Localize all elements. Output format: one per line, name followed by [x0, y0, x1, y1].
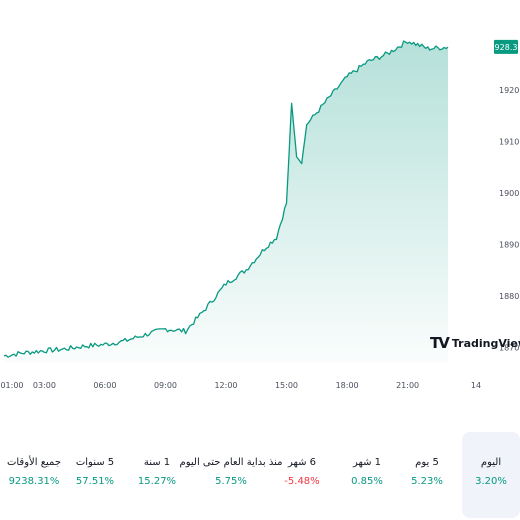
- y-tick-label: 1900.00: [499, 189, 520, 198]
- period-1-month[interactable]: 1 شهر 0.85%: [338, 432, 396, 518]
- last-price-background: [494, 39, 518, 54]
- x-tick-label: 09:00: [154, 381, 177, 390]
- period-today[interactable]: اليوم 3.20%: [462, 432, 520, 518]
- last-price-badge: 1928.34: [489, 39, 520, 54]
- period-1-year[interactable]: 1 سنة 15.27%: [128, 432, 186, 518]
- y-tick-label: 1920.00: [499, 86, 520, 95]
- period-value: -5.48%: [284, 476, 320, 487]
- x-tick-label: 15:00: [275, 381, 298, 390]
- period-value: 9238.31%: [8, 476, 60, 487]
- period-value: 0.85%: [351, 476, 383, 487]
- period-label: 5 سنوات: [75, 457, 115, 468]
- tradingview-wordmark: TradingView: [451, 336, 520, 350]
- x-tick-label: 21:00: [396, 381, 419, 390]
- performance-periods: اليوم 3.20% 5 يوم 5.23% 1 شهر 0.85% 6 شه…: [0, 432, 520, 520]
- y-axis: 1870.00 1880.00 1890.00 1900.00 1910.00 1920.…: [499, 86, 520, 353]
- tradingview-icon: TV: [430, 334, 450, 352]
- last-price-label: 1928.34: [489, 43, 520, 52]
- period-all-time[interactable]: جميع الأوقات 9238.31%: [2, 432, 66, 518]
- period-label: 5 يوم: [415, 457, 439, 468]
- period-label: منذ بداية العام حتى اليوم: [179, 457, 283, 468]
- period-value: 5.23%: [411, 476, 443, 487]
- period-label: جميع الأوقات: [6, 457, 62, 468]
- x-tick-label: 01:00: [0, 381, 23, 390]
- x-tick-label: 14: [471, 381, 481, 390]
- period-value: 15.27%: [137, 476, 177, 487]
- period-value: 5.75%: [215, 476, 247, 487]
- y-tick-label: 1880.00: [499, 292, 520, 301]
- period-5-days[interactable]: 5 يوم 5.23%: [398, 432, 456, 518]
- x-axis: 01:00 03:00 06:00 09:00 12:00 15:00 18:00 21:00…: [0, 381, 481, 390]
- period-value: 57.51%: [75, 476, 115, 487]
- period-label: اليوم: [480, 457, 502, 468]
- period-label: 6 شهر: [287, 457, 317, 468]
- x-tick-label: 12:00: [214, 381, 237, 390]
- x-tick-label: 03:00: [33, 381, 56, 390]
- period-ytd[interactable]: منذ بداية العام حتى اليوم 5.75%: [180, 432, 283, 518]
- y-tick-label: 1890.00: [499, 241, 520, 250]
- period-value: 3.20%: [475, 476, 507, 487]
- price-area-fill: [4, 41, 448, 362]
- x-tick-label: 18:00: [336, 381, 359, 390]
- period-5-years[interactable]: 5 سنوات 57.51%: [66, 432, 124, 518]
- x-tick-label: 06:00: [93, 381, 116, 390]
- y-tick-label: 1910.00: [499, 137, 520, 146]
- period-label: 1 شهر: [352, 457, 382, 468]
- period-label: 1 سنة: [143, 457, 171, 468]
- price-line: [3, 40, 449, 358]
- tradingview-logo[interactable]: TV TradingView: [430, 334, 520, 352]
- period-6-months[interactable]: 6 شهر -5.48%: [272, 432, 332, 518]
- price-chart[interactable]: 1870.00 1880.00 1890.00 1900.00 1910.00 1920.…: [0, 0, 520, 400]
- y-tick-label: 1870.00: [499, 344, 520, 353]
